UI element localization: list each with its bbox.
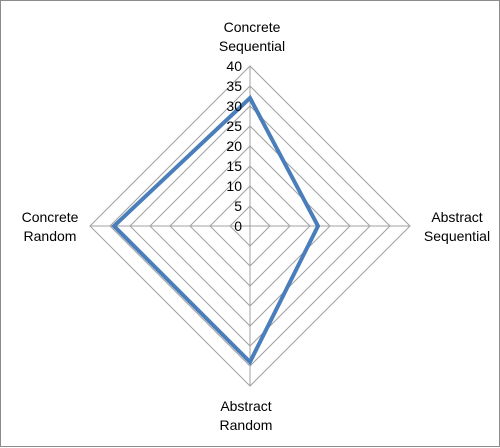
tick-label-20: 20 bbox=[226, 138, 242, 154]
spoke-layer bbox=[90, 66, 410, 386]
tick-label-35: 35 bbox=[226, 78, 242, 94]
tick-label-40: 40 bbox=[226, 58, 242, 74]
tick-label-10: 10 bbox=[226, 178, 242, 194]
tick-label-0: 0 bbox=[234, 218, 242, 234]
series-line-0 bbox=[114, 98, 318, 362]
tick-label-5: 5 bbox=[234, 198, 242, 214]
series-layer bbox=[114, 98, 318, 362]
tick-label-25: 25 bbox=[226, 118, 242, 134]
tick-label-30: 30 bbox=[226, 98, 242, 114]
tick-label-15: 15 bbox=[226, 158, 242, 174]
